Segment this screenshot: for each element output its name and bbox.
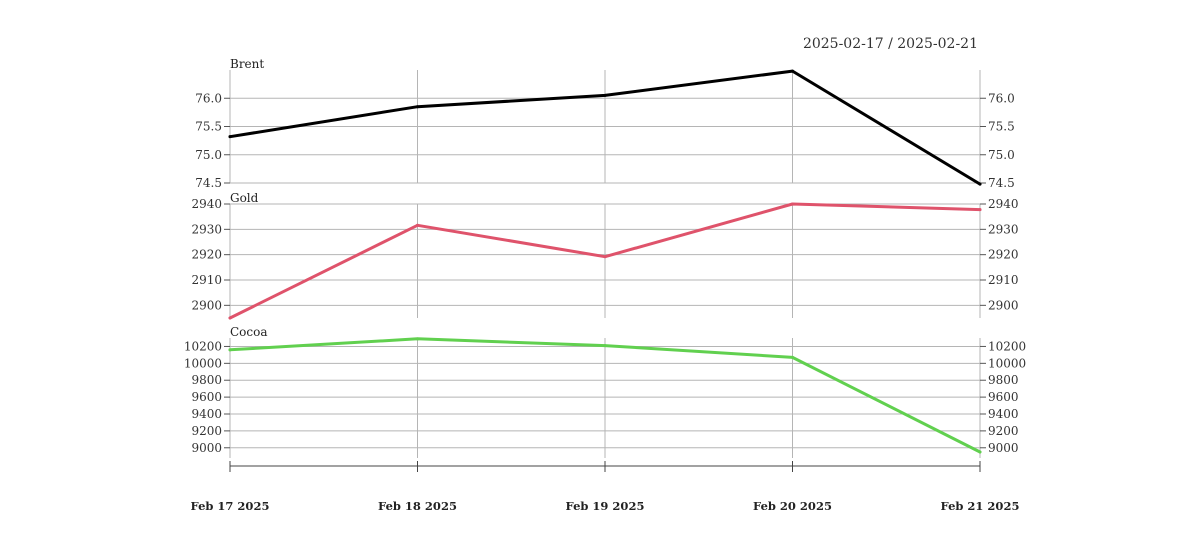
y-tick-label-left: 9800 (191, 373, 222, 387)
data-point-cocoa (978, 450, 982, 454)
x-tick-label: Feb 18 2025 (378, 499, 457, 513)
y-tick-label-left: 2940 (191, 197, 222, 211)
data-point-brent (603, 93, 607, 97)
x-tick-label: Feb 20 2025 (753, 499, 832, 513)
y-tick-label-right: 76.0 (988, 91, 1015, 105)
y-tick-label-left: 74.5 (195, 176, 222, 190)
panel-label-gold: Gold (230, 191, 259, 205)
y-tick-label-right: 9400 (988, 407, 1019, 421)
panel-label-brent: Brent (230, 57, 264, 71)
x-tick-label: Feb 21 2025 (941, 499, 1020, 513)
y-tick-label-left: 2930 (191, 222, 222, 236)
data-point-gold (603, 255, 607, 259)
data-point-brent (978, 182, 982, 186)
data-point-gold (978, 208, 982, 212)
data-point-brent (791, 69, 794, 73)
data-point-gold (416, 223, 419, 227)
y-tick-label-right: 2900 (988, 298, 1019, 312)
data-point-brent (228, 135, 232, 139)
y-tick-label-left: 9200 (191, 424, 222, 438)
y-tick-label-left: 10200 (184, 339, 222, 353)
y-tick-label-left: 76.0 (195, 91, 222, 105)
chart-panels: 74.5 74.5 75.0 75.0 75.5 75.5 76.0 76.0 Brent 290… (184, 57, 1026, 458)
y-tick-label-right: 2930 (988, 222, 1019, 236)
y-tick-label-right: 75.5 (988, 120, 1015, 134)
y-tick-label-left: 9400 (191, 407, 222, 421)
y-tick-label-left: 9000 (191, 441, 222, 455)
y-tick-label-left: 9600 (191, 390, 222, 404)
date-range-label: 2025-02-17 / 2025-02-21 (803, 36, 978, 52)
y-tick-label-right: 9200 (988, 424, 1019, 438)
y-tick-label-left: 10000 (184, 356, 222, 370)
y-tick-label-left: 75.0 (195, 148, 222, 162)
x-axis: Feb 17 2025 Feb 18 2025 Feb 19 2025 Feb 20 … (191, 461, 1020, 513)
y-tick-label-right: 10200 (988, 339, 1026, 353)
x-tick-label: Feb 17 2025 (191, 499, 270, 513)
y-tick-label-right: 9600 (988, 390, 1019, 404)
panel-gold: 2900 2900 2910 2910 2920 2920 2930 2930 2940 2940… (191, 191, 1019, 320)
y-tick-label-right: 2920 (988, 248, 1019, 262)
y-tick-label-right: 75.0 (988, 148, 1015, 162)
panel-brent: 74.5 74.5 75.0 75.0 75.5 75.5 76.0 76.0 Brent (195, 57, 1014, 190)
data-point-cocoa (791, 355, 794, 359)
y-tick-label-left: 2900 (191, 298, 222, 312)
data-point-cocoa (228, 348, 232, 352)
panel-label-cocoa: Cocoa (230, 325, 268, 339)
y-tick-label-right: 10000 (988, 356, 1026, 370)
data-point-cocoa (416, 337, 419, 341)
data-point-brent (416, 105, 419, 109)
x-tick-label: Feb 19 2025 (566, 499, 645, 513)
panel-cocoa: 9000 9000 9200 9200 9400 9400 9600 9600 9800 9800… (184, 325, 1026, 458)
y-tick-label-right: 9000 (988, 441, 1019, 455)
y-tick-label-right: 2940 (988, 197, 1019, 211)
y-tick-label-left: 2910 (191, 273, 222, 287)
data-point-cocoa (603, 344, 607, 348)
y-tick-label-left: 2920 (191, 248, 222, 262)
y-tick-label-right: 2910 (988, 273, 1019, 287)
data-point-gold (228, 316, 232, 320)
data-point-gold (791, 202, 794, 206)
y-tick-label-right: 9800 (988, 373, 1019, 387)
y-tick-label-right: 74.5 (988, 176, 1015, 190)
y-tick-label-left: 75.5 (195, 120, 222, 134)
